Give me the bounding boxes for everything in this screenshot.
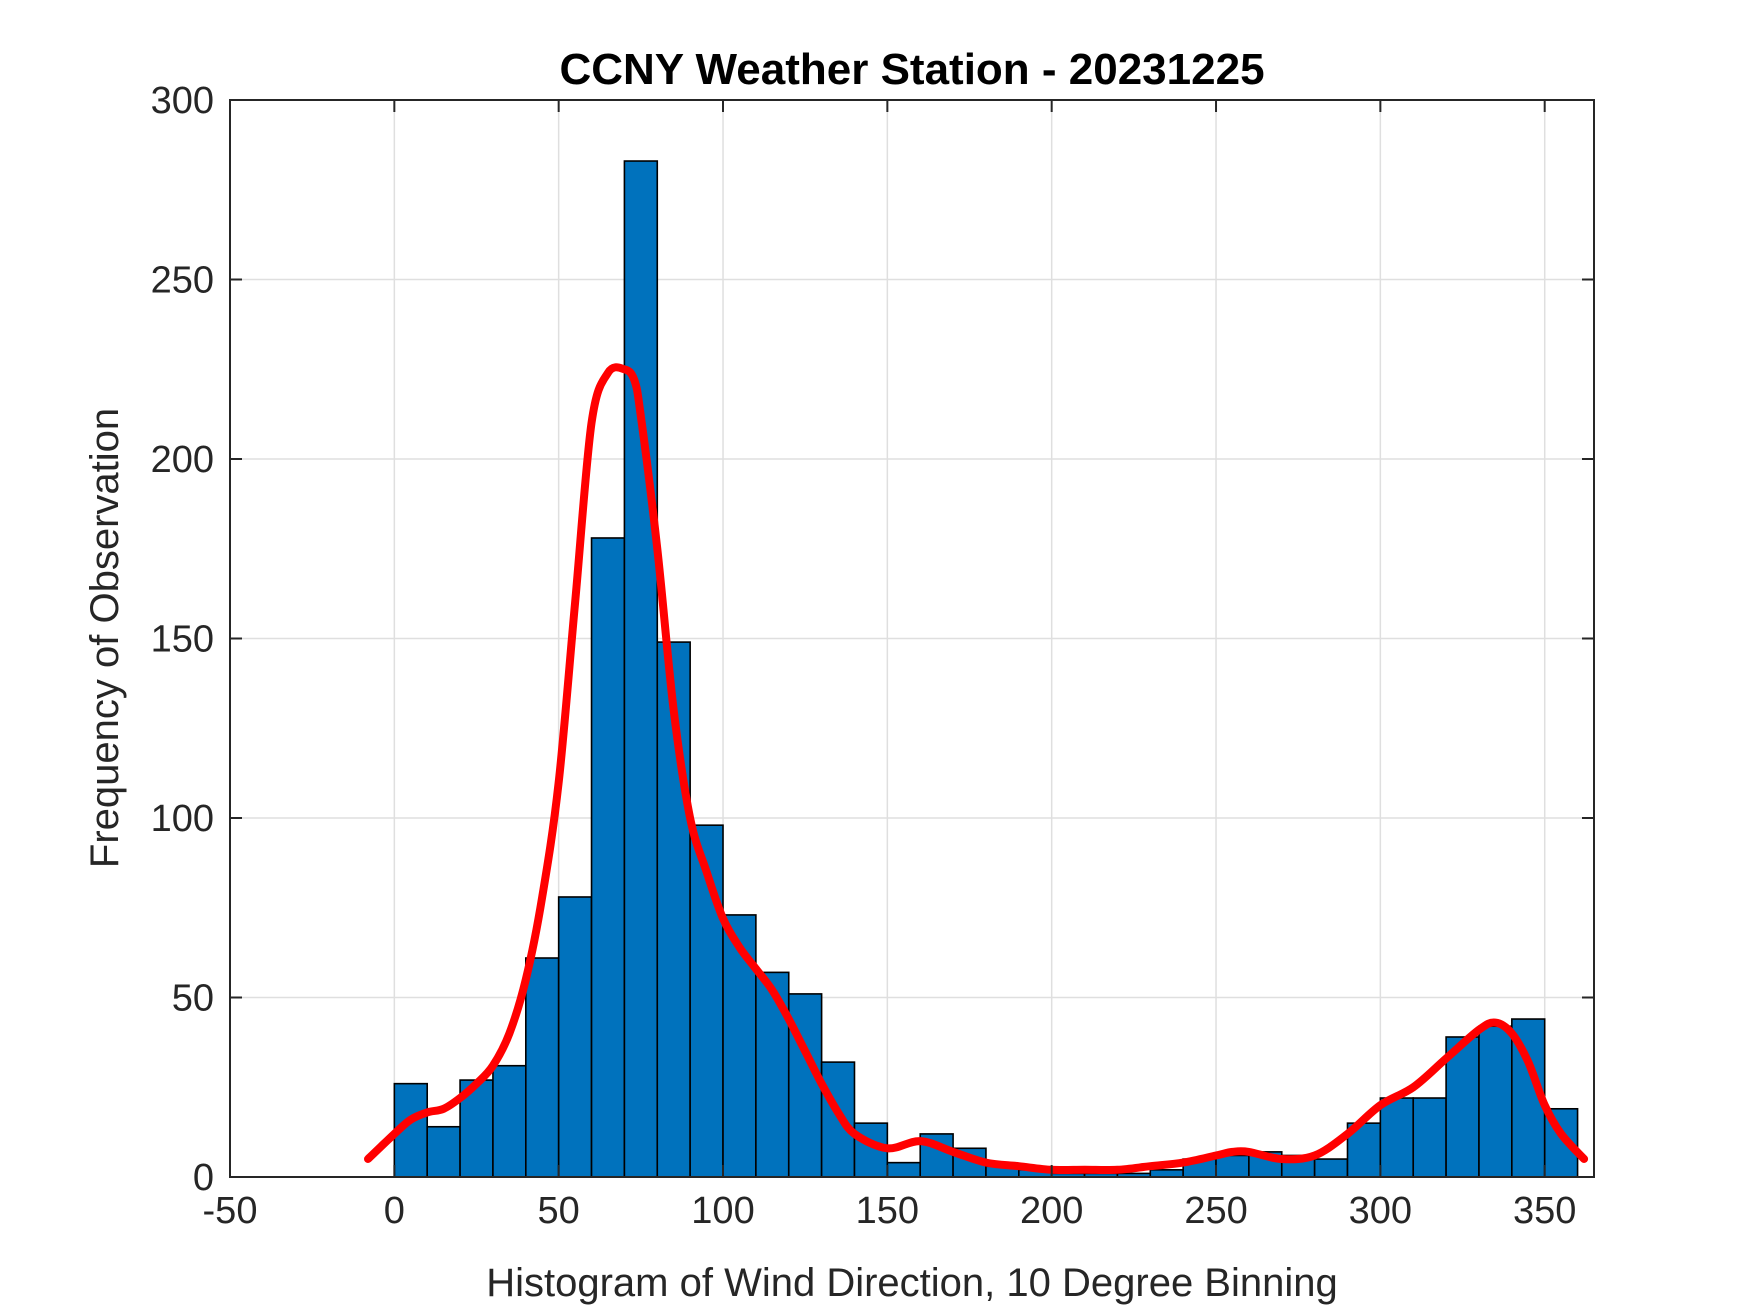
y-tick-label: 200 xyxy=(151,439,214,481)
histogram-bar xyxy=(623,160,659,1178)
axis-ticks xyxy=(229,99,1594,1178)
x-tick-label: 0 xyxy=(384,1190,405,1232)
y-tick-label: 300 xyxy=(151,80,214,122)
x-tick-label: 150 xyxy=(856,1190,919,1232)
x-tick-label: 300 xyxy=(1349,1190,1412,1232)
x-tick-label: 100 xyxy=(691,1190,754,1232)
histogram-bar xyxy=(590,537,626,1178)
fit-curve xyxy=(364,363,1589,1175)
x-tick-label: 250 xyxy=(1184,1190,1247,1232)
x-tick-label: 200 xyxy=(1020,1190,1083,1232)
histogram-bar xyxy=(426,1125,461,1178)
x-tick-label: 50 xyxy=(538,1190,580,1232)
x-axis-label: Histogram of Wind Direction, 10 Degree B… xyxy=(486,1261,1338,1305)
histogram-bar xyxy=(1313,1158,1349,1178)
histogram-bar xyxy=(492,1064,527,1178)
histogram-bar xyxy=(557,896,593,1178)
histogram-bar xyxy=(1412,1097,1447,1178)
histogram-bar xyxy=(1215,1154,1250,1178)
chart-title: CCNY Weather Station - 20231225 xyxy=(559,45,1264,94)
grid xyxy=(230,100,1594,1177)
histogram-bar xyxy=(525,957,560,1178)
y-tick-label: 50 xyxy=(172,978,214,1020)
histogram-bar xyxy=(1379,1097,1415,1178)
fit-curve-layer xyxy=(364,363,1589,1175)
histogram-bar xyxy=(886,1161,922,1178)
histogram-bar xyxy=(1478,1025,1513,1178)
histogram-bar xyxy=(1149,1169,1184,1178)
y-axis-label: Frequency of Observation xyxy=(83,408,127,868)
x-tick-label: -50 xyxy=(203,1190,258,1232)
x-tick-labels: -50 0 50 100 150 200 250 300 350 xyxy=(203,1190,1577,1232)
y-tick-label: 100 xyxy=(151,798,214,840)
y-tick-labels: 0 50 100 150 200 250 300 xyxy=(151,80,214,1199)
x-tick-label: 350 xyxy=(1513,1190,1576,1232)
histogram-bars xyxy=(393,160,1579,1178)
y-tick-label: 0 xyxy=(193,1157,214,1199)
y-tick-label: 250 xyxy=(151,260,214,302)
y-tick-label: 150 xyxy=(151,619,214,661)
